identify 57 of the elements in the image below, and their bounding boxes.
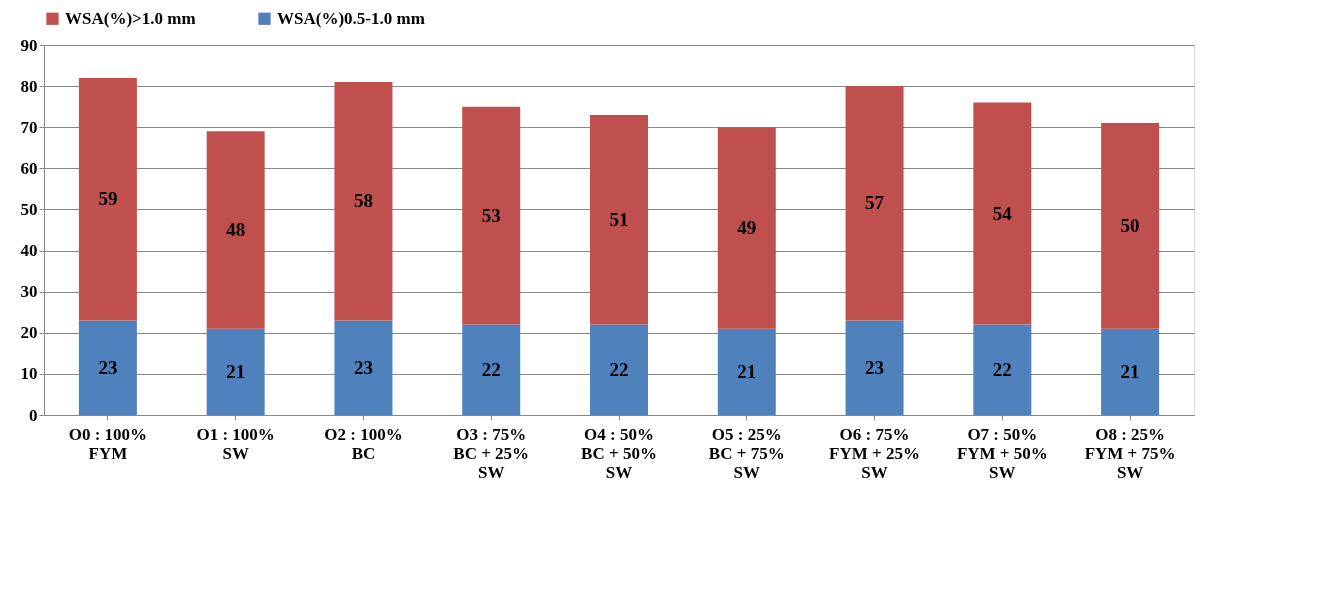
x-tick-label: O6 : 75% FYM + 25% SW bbox=[829, 424, 921, 482]
data-label: 23 bbox=[865, 356, 885, 378]
data-label: 23 bbox=[353, 356, 373, 378]
data-label: 48 bbox=[226, 219, 246, 240]
bar bbox=[845, 86, 904, 321]
x-tick-label: O5 : 25% BC + 75% SW bbox=[708, 424, 785, 482]
y-tick-label: 90 bbox=[20, 35, 38, 55]
y-tick-label: 30 bbox=[20, 282, 38, 302]
data-label: 59 bbox=[98, 188, 118, 210]
data-label: 53 bbox=[481, 204, 501, 226]
bar bbox=[78, 320, 137, 415]
data-label: 21 bbox=[737, 360, 757, 382]
bar bbox=[973, 102, 1032, 325]
data-label: 51 bbox=[609, 208, 629, 230]
legend-label: WSA(%)0.5-1.0 mm bbox=[277, 8, 425, 28]
bar bbox=[206, 328, 265, 415]
data-label: 21 bbox=[226, 360, 246, 382]
data-label: 58 bbox=[353, 190, 373, 212]
bar bbox=[590, 114, 648, 325]
y-tick-label: 80 bbox=[20, 76, 38, 96]
bar bbox=[717, 328, 776, 415]
data-label: 54 bbox=[992, 202, 1013, 224]
data-label: 57 bbox=[865, 192, 885, 214]
data-label: 49 bbox=[737, 216, 757, 238]
data-label: 22 bbox=[481, 358, 501, 380]
y-tick-label: 70 bbox=[20, 117, 38, 137]
data-label: 21 bbox=[1120, 360, 1140, 382]
data-label: 23 bbox=[98, 356, 118, 378]
x-tick-label: O2 : 100% BC bbox=[324, 424, 403, 463]
legend-label: WSA(%)>1.0 mm bbox=[65, 8, 196, 28]
x-tick-label: O4 : 50% BC + 50% SW bbox=[581, 424, 657, 482]
data-label: 22 bbox=[609, 358, 629, 380]
x-tick-label: O1 : 100% SW bbox=[196, 424, 275, 463]
bar bbox=[973, 324, 1032, 415]
bar bbox=[845, 320, 904, 415]
y-tick-label: 40 bbox=[20, 241, 38, 261]
bar bbox=[462, 106, 521, 325]
bar bbox=[78, 77, 137, 321]
bar bbox=[1101, 328, 1160, 415]
x-tick-label: O7 : 50% FYM + 50% SW bbox=[956, 424, 1048, 482]
bar bbox=[462, 324, 521, 415]
x-tick-label: O0 : 100% FYM bbox=[68, 424, 148, 463]
bar bbox=[717, 127, 776, 329]
bar bbox=[334, 320, 393, 415]
y-tick-label: 50 bbox=[20, 199, 38, 219]
data-label: 50 bbox=[1120, 214, 1140, 236]
y-tick-label: 10 bbox=[20, 364, 38, 384]
bar bbox=[590, 324, 648, 415]
y-tick-label: 0 bbox=[29, 405, 38, 425]
bar bbox=[206, 131, 265, 329]
y-tick-label: 60 bbox=[20, 158, 38, 178]
bar bbox=[334, 82, 393, 321]
x-tick-label: O8 : 25% FYM + 75% SW bbox=[1084, 424, 1176, 482]
bar bbox=[1101, 123, 1160, 329]
data-label: 22 bbox=[992, 358, 1012, 380]
x-tick-label: O3 : 75% BC + 25% SW bbox=[453, 424, 530, 482]
y-tick-label: 20 bbox=[20, 323, 38, 343]
